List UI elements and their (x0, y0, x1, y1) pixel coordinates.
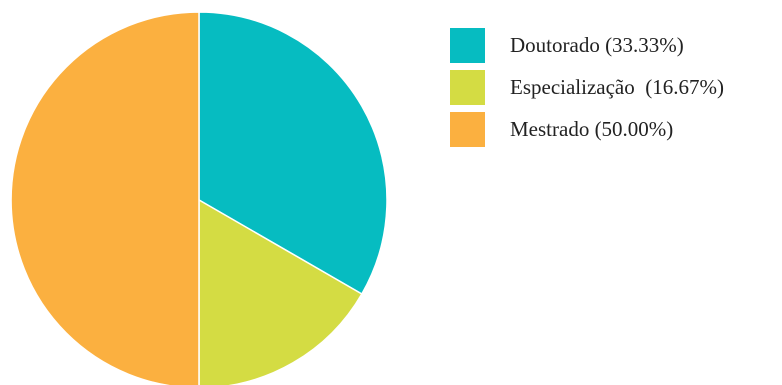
legend-swatch-doutorado (450, 28, 485, 63)
legend-label-especializacao: Especialização (16.67%) (510, 75, 724, 99)
legend-item-mestrado: Mestrado (50.00%) (450, 112, 724, 147)
legend-item-doutorado: Doutorado (33.33%) (450, 28, 724, 63)
pie-slice-mestrado (10, 11, 200, 385)
pie-slice-especializacao (198, 198, 363, 385)
legend-swatch-mestrado (450, 112, 485, 147)
legend-item-especializacao: Especialização (16.67%) (450, 70, 724, 105)
legend-label-mestrado: Mestrado (50.00%) (510, 117, 674, 141)
legend-swatch-especializacao (450, 70, 485, 105)
pie-slices (10, 11, 388, 385)
pie-slice-doutorado (198, 11, 388, 295)
chart-legend: Doutorado (33.33%) Especialização (16.67… (450, 28, 724, 154)
legend-label-doutorado: Doutorado (33.33%) (510, 33, 684, 57)
